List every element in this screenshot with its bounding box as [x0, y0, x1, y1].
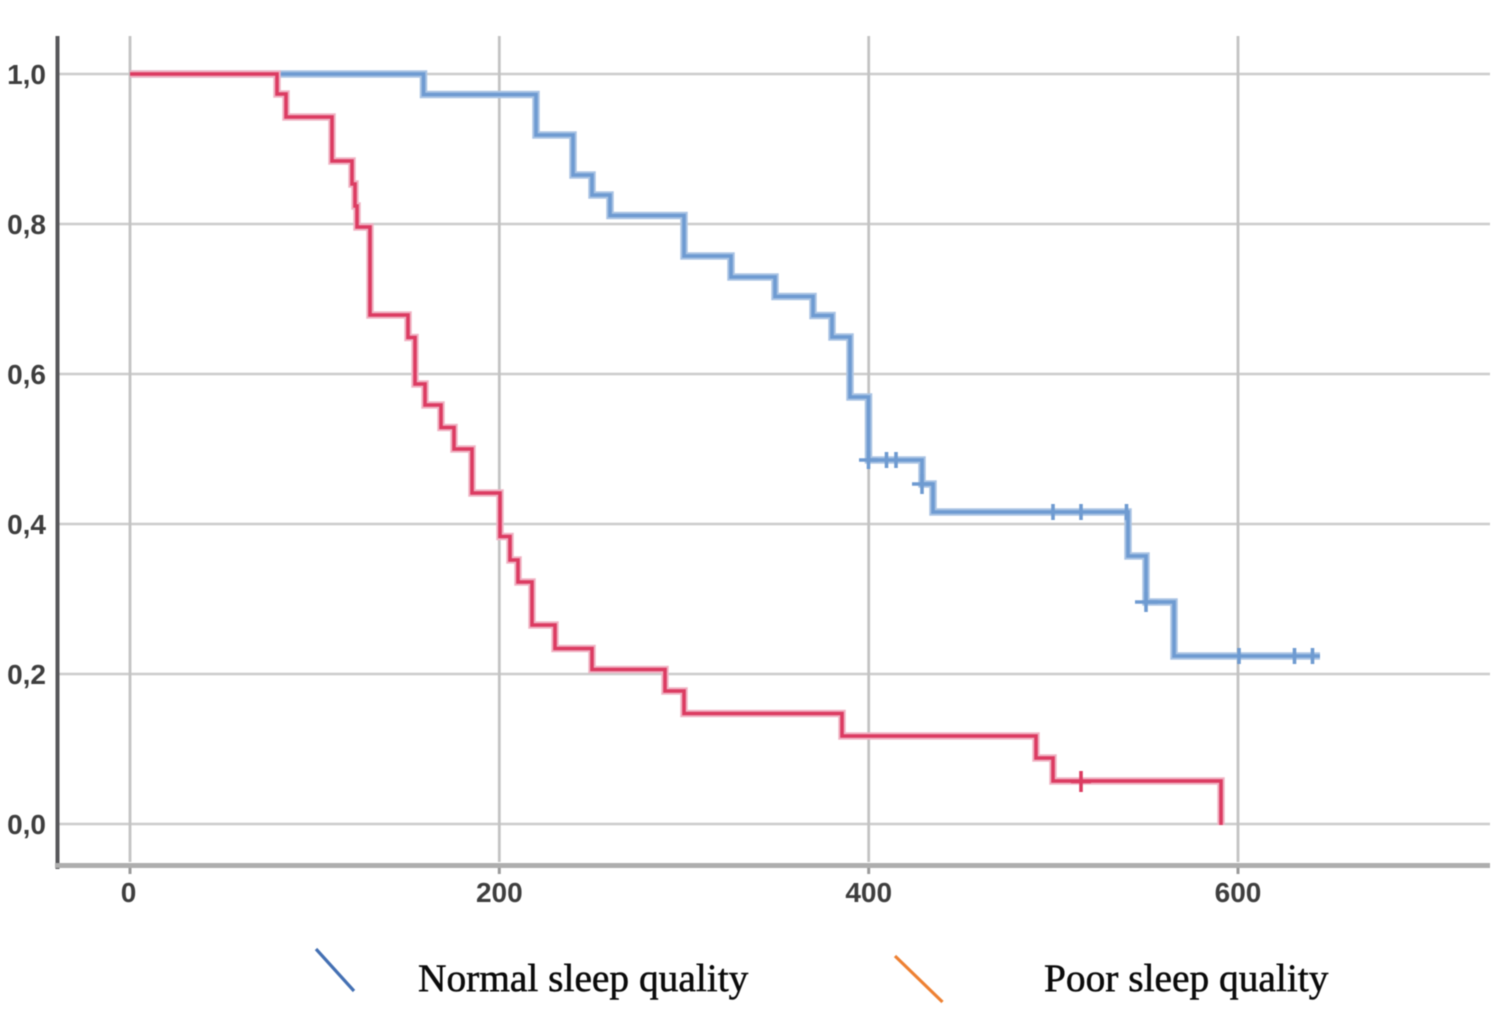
svg-text:0,0: 0,0: [7, 809, 46, 840]
svg-text:0,2: 0,2: [7, 659, 46, 690]
svg-text:0,6: 0,6: [7, 359, 46, 390]
svg-text:Normal sleep quality: Normal sleep quality: [418, 956, 749, 1000]
svg-text:0: 0: [121, 877, 137, 908]
svg-text:600: 600: [1215, 877, 1262, 908]
svg-text:0,4: 0,4: [7, 509, 46, 540]
svg-text:400: 400: [845, 877, 892, 908]
svg-text:200: 200: [476, 877, 523, 908]
svg-text:0,8: 0,8: [7, 209, 46, 240]
svg-text:Poor sleep quality: Poor sleep quality: [1044, 956, 1329, 1000]
svg-text:1,0: 1,0: [7, 59, 46, 90]
